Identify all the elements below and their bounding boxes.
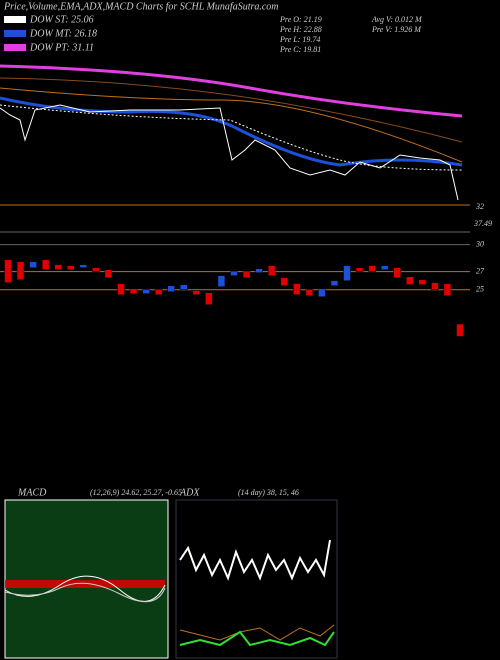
candle-panel: 30 27 25: [0, 239, 485, 337]
di-line: [179, 630, 335, 647]
candle: [142, 289, 150, 294]
adx-panel: ADX (14 day) 38, 15, 46: [175, 487, 338, 659]
candle: [79, 264, 88, 268]
y-tick-label: 25: [476, 285, 484, 294]
candle: [92, 267, 100, 272]
info-text: Avg V: 0.012 M: [371, 15, 423, 24]
info-text: Pre O: 21.19: [279, 15, 322, 24]
y-tick-label: 27: [476, 266, 485, 275]
info-text: Pre C: 19.81: [279, 45, 321, 54]
candle: [280, 277, 288, 286]
signal-line: [4, 582, 166, 603]
candle: [393, 267, 401, 278]
info: Pre O: 21.19 Pre H: 22.88 Pre L: 19.74 P…: [279, 15, 423, 54]
candle: [330, 280, 339, 286]
chart-title: Price,Volume,EMA,ADX,MACD Charts for SCH…: [3, 1, 279, 12]
candle: [41, 259, 50, 270]
candle: [67, 265, 75, 270]
legend-entry: DOW MT: 26.18: [29, 28, 97, 39]
legend-entry: DOW PT: 31.11: [29, 42, 94, 53]
candle: [129, 288, 138, 294]
candle: [406, 276, 414, 285]
legend-swatch: [4, 44, 26, 51]
candle: [305, 289, 314, 296]
di-line: [179, 624, 335, 641]
candle: [443, 283, 452, 296]
panel-frame: [175, 499, 338, 659]
candle: [255, 268, 263, 273]
candle: [380, 265, 389, 270]
candle: [456, 323, 464, 337]
candle: [167, 285, 175, 292]
ema-line: [0, 87, 463, 163]
candle: [230, 271, 238, 276]
panel-values: (12,26,9) 24.62, 25.27, -0.65: [90, 488, 182, 497]
ema-line: [0, 64, 463, 118]
y-tick-label: 30: [475, 239, 484, 248]
legend-swatch: [4, 16, 26, 23]
candle: [368, 265, 376, 272]
candle: [343, 265, 351, 281]
price-line: [0, 104, 463, 171]
price-label: 37.49: [473, 219, 492, 228]
macd-line: [4, 575, 166, 602]
candle: [217, 275, 226, 287]
candle: [180, 284, 188, 290]
candle: [242, 271, 251, 278]
adx-line: [179, 539, 331, 581]
candle: [418, 279, 427, 285]
panel-frame: [4, 499, 169, 659]
candle: [104, 269, 113, 278]
macd-panel: MACD (12,26,9) 24.62, 25.27, -0.65: [4, 487, 182, 659]
candle: [267, 265, 276, 276]
candle: [29, 261, 37, 268]
panel-values: (14 day) 38, 15, 46: [238, 488, 299, 497]
price-label: 32: [475, 202, 484, 211]
ema-line: [0, 77, 463, 143]
macd-histogram: [5, 580, 165, 588]
ema-panel: [0, 64, 470, 233]
candle: [54, 264, 62, 270]
candle: [117, 283, 125, 295]
panel-title: ADX: [179, 487, 200, 498]
legend: DOW ST: 25.06 DOW MT: 26.18 DOW PT: 31.1…: [4, 14, 97, 53]
candle: [431, 282, 439, 290]
info-text: Pre H: 22.88: [279, 25, 322, 34]
candle: [293, 283, 301, 295]
legend-swatch: [4, 30, 26, 37]
candle: [154, 289, 163, 295]
candle: [205, 292, 213, 305]
candle: [4, 259, 12, 283]
candle: [16, 261, 25, 280]
candle: [318, 288, 326, 297]
info-text: Pre V: 1.926 M: [371, 25, 422, 34]
candle: [355, 267, 364, 272]
candle: [192, 290, 201, 295]
panel-title: MACD: [17, 487, 47, 498]
price-line: [0, 104, 459, 201]
legend-entry: DOW ST: 25.06: [29, 14, 94, 25]
info-text: Pre L: 19.74: [279, 35, 320, 44]
